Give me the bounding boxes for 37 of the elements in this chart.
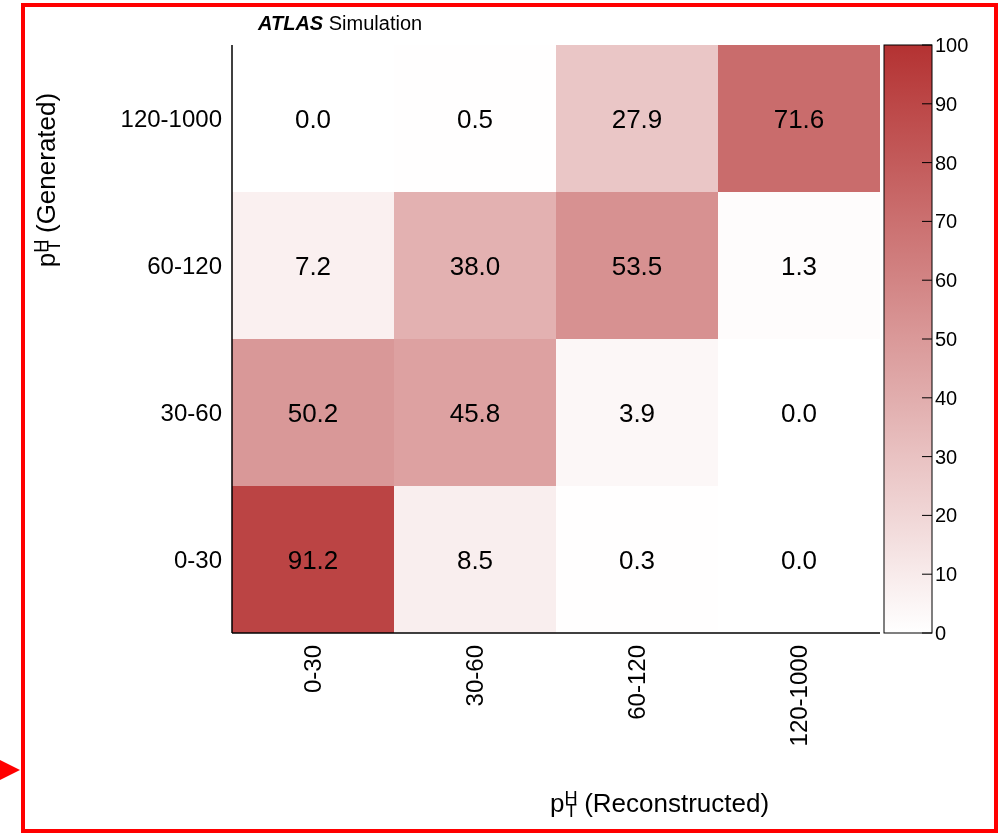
x-tick-label: 120-1000 [785, 645, 813, 747]
data-label: 71.6 [773, 103, 825, 134]
color-bar-label: 20 [935, 504, 958, 527]
color-bar-label: 40 [935, 386, 958, 409]
color-bar-label: 90 [935, 92, 958, 115]
data-label: 7.2 [294, 250, 332, 281]
chart-title: ATLAS Simulation [257, 12, 423, 34]
color-bar-label: 100 [935, 34, 969, 56]
x-tick-label: 60-120 [623, 645, 651, 720]
x-tick-label: 0-30 [299, 645, 327, 694]
data-label: 0.3 [618, 544, 656, 575]
data-label: 0.0 [294, 103, 332, 134]
x-tick-label: 30-60 [461, 645, 489, 707]
color-bar-label: 10 [935, 563, 958, 586]
color-bar-label: 50 [935, 328, 958, 350]
color-bar-label: 70 [935, 210, 958, 233]
data-label: 53.5 [611, 250, 663, 281]
color-bar-label: 80 [935, 151, 958, 174]
data-label: 3.9 [618, 397, 656, 428]
y-tick-label: 60-120 [147, 251, 222, 279]
data-label: 27.9 [611, 103, 663, 134]
x-axis-title: p$^{H}$$_{T}$ (Reconstructed) [550, 787, 770, 822]
data-label: 50.2 [287, 397, 339, 428]
color-bar-label: 60 [935, 269, 958, 292]
color-bar-label: 0 [935, 622, 947, 644]
data-label: 38.0 [449, 250, 501, 281]
y-tick-label: 30-60 [160, 398, 222, 426]
y-tick-label: 0-30 [173, 545, 222, 573]
data-label: 0.5 [456, 103, 494, 134]
data-label: 91.2 [287, 544, 339, 575]
data-label: 45.8 [449, 397, 501, 428]
color-bar-label: 30 [935, 445, 958, 468]
data-label: 1.3 [780, 250, 818, 281]
data-label: 0.0 [780, 397, 818, 428]
data-label: 8.5 [456, 544, 494, 575]
data-label: 0.0 [780, 544, 818, 575]
y-tick-label: 120-1000 [120, 104, 222, 132]
